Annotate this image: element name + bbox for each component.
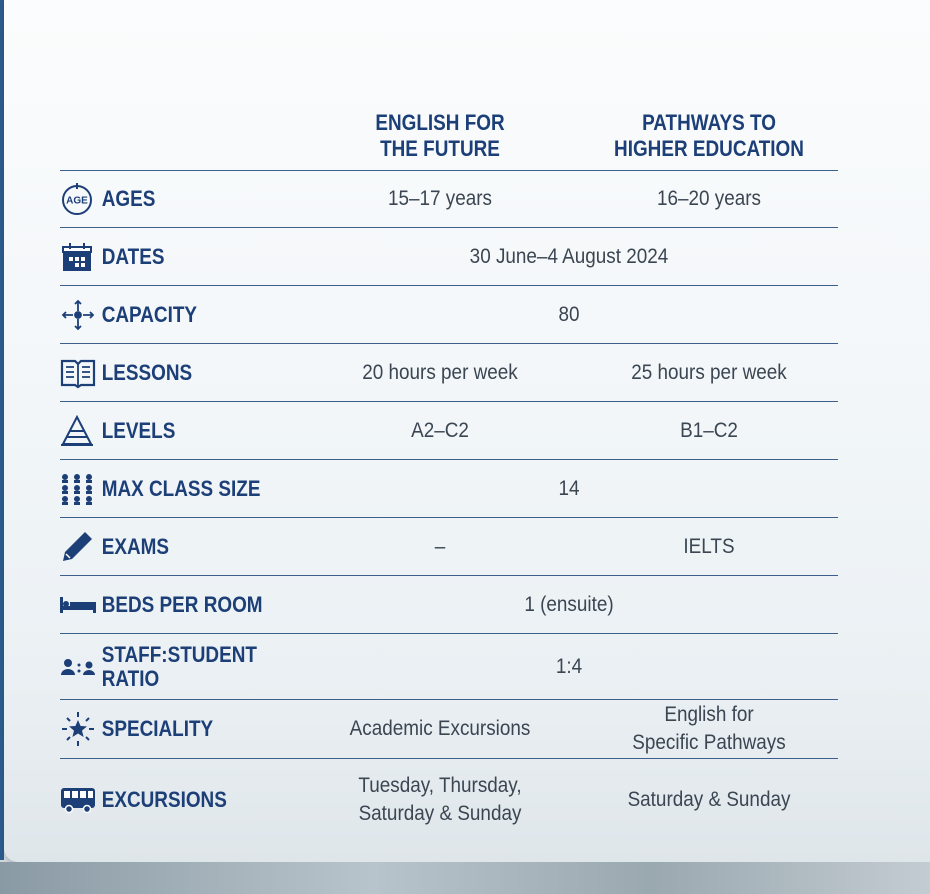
- row-icon: [60, 298, 100, 332]
- table-cell: 16–20 years: [656, 187, 762, 210]
- row-icon: [60, 785, 100, 815]
- landscape: [0, 862, 930, 894]
- table-cell: 15–17 years: [387, 187, 493, 210]
- table-row: SPECIALITY Academic Excursions English for…: [60, 699, 838, 758]
- row-icon: [60, 595, 100, 615]
- table-cell: IELTS: [683, 534, 735, 558]
- row-icon: [60, 357, 100, 389]
- row-label: LESSONS: [101, 359, 193, 385]
- row-label: CAPACITY: [101, 301, 198, 327]
- table-cell: 20 hours per week: [362, 360, 518, 384]
- row-icon: [60, 711, 100, 747]
- row-label: AGES: [101, 186, 156, 211]
- table-row: DATES 30 June–4 August 2024: [60, 227, 838, 285]
- row-icon: AGE: [60, 182, 100, 216]
- icon: [61, 414, 93, 446]
- row-label: MAX CLASS SIZE: [101, 475, 261, 501]
- column-header: PATHWAYS TO HIGHER EDUCATION: [614, 110, 804, 161]
- table-row: EXCURSIONS Tuesday, Thursday, Saturday & …: [60, 758, 838, 841]
- row-icon: [60, 473, 100, 505]
- table-row: BEDS PER ROOM 1 (ensuite): [60, 575, 838, 633]
- icon: [60, 596, 96, 613]
- table-cell: English for Specific Pathways: [632, 703, 786, 754]
- table-row: CAPACITY 80: [60, 285, 838, 343]
- icon: [61, 658, 95, 675]
- row-icon: [60, 657, 100, 677]
- table-cell: 80: [558, 302, 580, 326]
- table-row: EXAMS – IELTS: [60, 517, 838, 575]
- row-label: LEVELS: [101, 417, 176, 443]
- row-label: EXCURSIONS: [101, 787, 227, 812]
- table-cell: B1–C2: [680, 418, 738, 442]
- table-cell: 25 hours per week: [631, 360, 787, 384]
- icon: [60, 359, 96, 388]
- table-cell: 30 June–4 August 2024: [469, 244, 669, 268]
- edge-strip: [0, 0, 4, 860]
- panel: [4, 0, 930, 862]
- row-icon: [60, 414, 100, 447]
- row-icon: [60, 240, 100, 274]
- icon: [61, 788, 95, 814]
- icon-text: AGE: [66, 196, 88, 207]
- table-cell: Saturday & Sunday: [627, 788, 791, 811]
- table-row: AGE AGES 15–17 years 16–20 years: [60, 170, 838, 227]
- table-cell: 1 (ensuite): [524, 592, 614, 616]
- table-cell: 1:4: [555, 654, 583, 678]
- row-label: STAFF:STUDENT RATIO: [101, 641, 257, 691]
- table-cell: A2–C2: [411, 418, 469, 442]
- header-row: ENGLISH FOR THE FUTURE PATHWAYS TO HIGHE…: [60, 88, 838, 170]
- icon: [63, 531, 92, 561]
- comparison-table: ENGLISH FOR THE FUTURE PATHWAYS TO HIGHE…: [60, 88, 838, 841]
- icon: [62, 712, 94, 746]
- table-cell: –: [434, 534, 446, 558]
- icon: [62, 473, 92, 505]
- table-row: STAFF:STUDENT RATIO 1:4: [60, 633, 838, 699]
- row-label: BEDS PER ROOM: [101, 591, 263, 617]
- table-row: LESSONS 20 hours per week 25 hours per wee…: [60, 343, 838, 401]
- table-row: LEVELS A2–C2 B1–C2: [60, 401, 838, 459]
- icon: [62, 242, 92, 271]
- row-label: EXAMS: [101, 533, 170, 559]
- icon: AGE: [62, 183, 92, 215]
- column-header: ENGLISH FOR THE FUTURE: [375, 110, 505, 161]
- table-cell: Academic Excursions: [349, 717, 531, 740]
- icon: [61, 299, 95, 330]
- row-label: DATES: [101, 243, 165, 269]
- table-cell: 14: [558, 476, 580, 500]
- table-cell: Tuesday, Thursday, Saturday & Sunday: [358, 774, 522, 825]
- table-row: MAX CLASS SIZE 14: [60, 459, 838, 517]
- row-icon: [60, 530, 100, 564]
- row-label: SPECIALITY: [101, 716, 214, 741]
